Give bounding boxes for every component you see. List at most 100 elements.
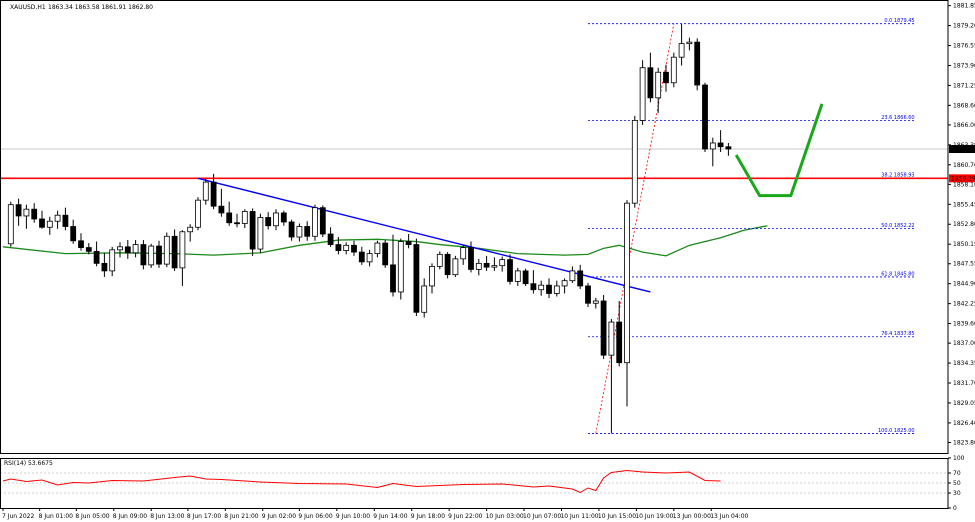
- price-tick-label: 1850.15: [953, 241, 975, 248]
- bear-candle: [265, 217, 272, 227]
- bear-candle: [413, 244, 420, 313]
- bear-candle: [382, 242, 389, 266]
- bear-candle: [335, 244, 342, 251]
- price-tick-label: 1852.80: [953, 221, 975, 228]
- bull-candle: [491, 265, 498, 268]
- time-tick-label: 10 Jun 03:00: [486, 513, 524, 520]
- time-tick-label: 10 Jun 15:00: [598, 513, 636, 520]
- bear-candle: [405, 241, 412, 245]
- price-panel-frame: [0, 0, 949, 454]
- bull-candle: [421, 285, 428, 313]
- bull-candle: [296, 226, 303, 238]
- bear-candle: [39, 218, 45, 228]
- bull-candle: [592, 300, 599, 304]
- time-tick-label: 8 Jun 13:00: [150, 513, 184, 520]
- bull-candle: [678, 43, 685, 58]
- price-tick-label: 1876.55: [953, 43, 975, 50]
- bull-candle: [624, 202, 630, 364]
- projection-zigzag: [734, 103, 824, 198]
- time-tick-label: 9 Jun 10:00: [336, 513, 370, 520]
- bear-candle: [234, 222, 240, 225]
- time-tick-label: 8 Jun 09:00: [113, 513, 147, 520]
- bear-candle: [78, 240, 84, 248]
- bull-candle: [23, 208, 30, 217]
- bear-candle: [249, 211, 256, 250]
- bear-candle: [304, 226, 311, 237]
- price-tick-label: 1855.45: [953, 201, 975, 208]
- price-tick-label: 1842.25: [953, 301, 975, 308]
- bull-candle: [429, 265, 435, 287]
- bull-candle: [475, 262, 482, 270]
- fib-level-label: 61.8 1845.80: [881, 271, 914, 277]
- bull-candle: [538, 284, 545, 291]
- bear-candle: [124, 246, 131, 254]
- bull-candle: [460, 247, 467, 260]
- price-tick-label: 1847.55: [953, 261, 975, 268]
- fib-level-label: 23.6 1866.60: [881, 115, 914, 121]
- bear-candle: [171, 235, 178, 269]
- bear-candle: [280, 212, 287, 223]
- bull-candle: [452, 258, 459, 276]
- rsi-tick-label: 70: [953, 470, 961, 477]
- fibonacci-retracement[interactable]: 0.0 1879.45 23.6 1866.60 38.2 1858.93 50.0 …: [588, 18, 916, 434]
- price-tick-label: 1858.10: [953, 181, 975, 188]
- bear-candle: [327, 233, 334, 245]
- bull-candle: [670, 56, 677, 84]
- time-tick-label: 9 Jun 02:00: [262, 513, 296, 520]
- time-tick-label: 9 Jun 14:00: [373, 513, 407, 520]
- bear-candle: [319, 207, 326, 235]
- bear-candle: [62, 214, 69, 227]
- price-tick-label: 1831.70: [953, 380, 975, 387]
- bull-candle: [109, 249, 116, 272]
- bear-candle: [663, 71, 669, 84]
- time-tick-label: 10 Jun 07:00: [523, 513, 561, 520]
- bear-candle: [156, 245, 162, 265]
- bull-candle: [241, 211, 248, 224]
- fib-level-label: 0.0 1879.45: [884, 18, 914, 24]
- bull-candle: [179, 231, 186, 269]
- bull-candle: [569, 270, 576, 282]
- rsi-tick-label: 100: [953, 455, 965, 462]
- bear-candle: [226, 212, 233, 224]
- projection-path: [734, 103, 824, 198]
- bear-candle: [702, 84, 708, 150]
- bull-candle: [202, 181, 209, 201]
- support-price-tag: [949, 174, 975, 183]
- chart-symbol: XAUUSD,H1: [10, 4, 46, 11]
- bear-candle: [717, 142, 724, 148]
- bear-candle: [507, 259, 513, 282]
- bull-candle: [312, 207, 318, 237]
- bull-candle: [436, 253, 443, 267]
- support-line[interactable]: 1859.29: [0, 174, 975, 183]
- bear-candle: [468, 247, 474, 270]
- bull-candle: [514, 270, 521, 282]
- bear-candle: [218, 205, 225, 214]
- rsi-line: [2, 469, 721, 494]
- rsi-panel: 100 70 50 30 0: [0, 455, 965, 512]
- bear-candle: [647, 67, 654, 99]
- price-tick-label: 1823.80: [953, 439, 975, 446]
- time-tick-label: 13 Jun 00:00: [673, 513, 711, 520]
- bear-candle: [140, 244, 147, 266]
- time-tick-label: 8 Jun 01:00: [39, 513, 73, 520]
- bull-candle: [7, 204, 14, 245]
- price-tick-label: 1871.25: [953, 82, 975, 89]
- bull-candle: [631, 119, 638, 204]
- price-tick-label: 1866.00: [953, 122, 975, 129]
- bull-candle: [366, 253, 373, 263]
- price-tick-label: 1839.60: [953, 321, 975, 328]
- bull-candle: [639, 67, 646, 121]
- bear-candle: [70, 226, 77, 242]
- time-tick-label: 7 Jun 2022: [2, 513, 34, 520]
- rsi-panel-frame: [0, 458, 949, 509]
- time-tick-label: 13 Jun 04:00: [710, 513, 748, 520]
- bull-candle: [257, 217, 264, 250]
- time-tick-label: 9 Jun 22:00: [448, 513, 482, 520]
- bull-candle: [343, 244, 350, 251]
- rsi-tick-label: 30: [953, 490, 961, 497]
- price-tick-label: 1844.90: [953, 281, 975, 288]
- price-tick-label: 1837.00: [953, 340, 975, 347]
- bull-candle: [117, 246, 123, 251]
